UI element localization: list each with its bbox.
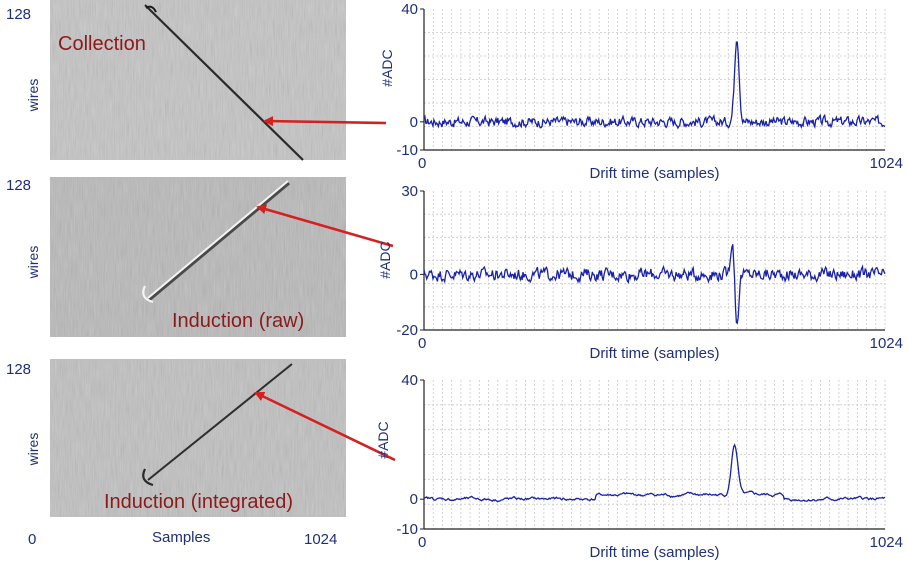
track-line (147, 180, 289, 299)
y-tick-label: -10 (396, 142, 418, 159)
arrow-induction-raw (256, 204, 394, 248)
y-axis-label: wires (25, 79, 41, 113)
y-tick-label: 30 (401, 183, 418, 200)
y-tick-top: 128 (6, 361, 31, 378)
signal-trace (423, 443, 886, 503)
signal-trace (423, 41, 886, 130)
y-axis-label: #ADC (377, 241, 393, 278)
x-axis-label: Samples (152, 529, 210, 546)
y-tick-top: 128 (6, 177, 31, 194)
y-axis-label: #ADC (379, 49, 395, 86)
x-tick-label: 0 (418, 335, 426, 352)
y-axis-label: wires (25, 433, 41, 467)
panel-label: Induction (integrated) (104, 491, 293, 513)
arrows (254, 116, 396, 462)
image-panel-induction-raw: Induction (raw) 128 wires (6, 177, 346, 337)
x-axis-label: Drift time (samples) (589, 165, 719, 182)
track-hook (142, 285, 154, 304)
y-axis-label: #ADC (375, 421, 391, 458)
image-panel-induction-integrated: Induction (integrated) 128 wires 0 Sampl… (6, 359, 346, 548)
x-tick-label: 1024 (870, 155, 903, 172)
track-line (147, 363, 293, 481)
x-tick-label: 1024 (870, 534, 903, 551)
signal-trace (423, 244, 886, 325)
x-tick-label: 0 (418, 155, 426, 172)
image-panel-collection: Collection 128 wires (6, 0, 346, 161)
x-tick-label: 1024 (870, 335, 903, 352)
x-axis-label: Drift time (samples) (589, 544, 719, 561)
track-line (144, 4, 304, 161)
y-tick-label: 0 (410, 266, 418, 283)
panel-label: Collection (58, 33, 146, 55)
x-axis-label: Drift time (samples) (589, 345, 719, 362)
y-axis-label: wires (25, 246, 41, 280)
x-tick-left: 0 (28, 531, 36, 548)
y-tick-label: -20 (396, 322, 418, 339)
arrow-induction-integrated (254, 391, 396, 462)
y-tick-label: 40 (401, 372, 418, 389)
y-tick-label: -10 (396, 521, 418, 538)
track-hook (145, 5, 157, 13)
y-tick-label: 0 (410, 491, 418, 508)
track-line-shadow (147, 181, 291, 302)
x-tick-right: 1024 (304, 531, 337, 548)
track-hook (142, 468, 154, 487)
y-tick-top: 128 (6, 6, 31, 23)
y-tick-label: 40 (401, 1, 418, 18)
y-tick-label: 0 (410, 114, 418, 131)
arrow-collection (263, 116, 387, 127)
panel-label: Induction (raw) (172, 310, 304, 332)
x-tick-label: 0 (418, 534, 426, 551)
